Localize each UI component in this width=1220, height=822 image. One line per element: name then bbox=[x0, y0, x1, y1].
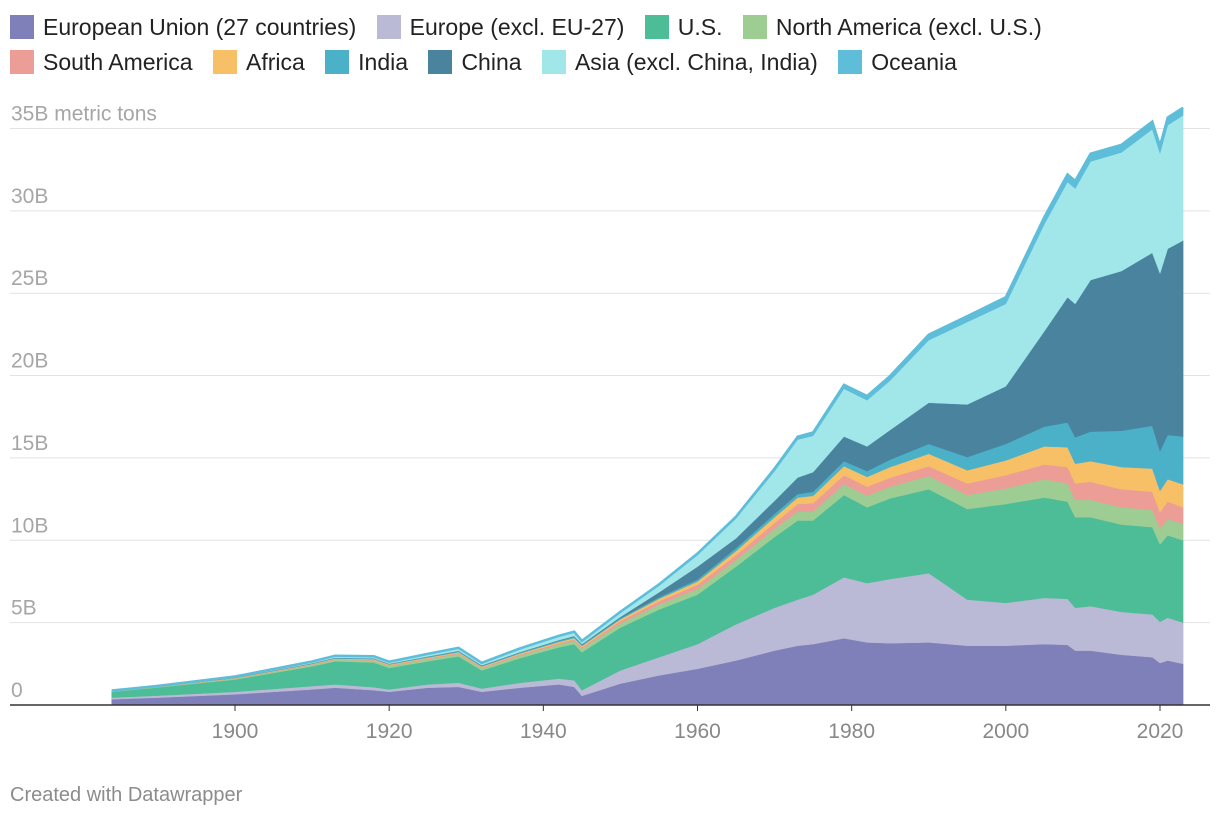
legend-label: Asia (excl. China, India) bbox=[574, 49, 818, 75]
legend-item-asia-other: Asia (excl. China, India) bbox=[541, 45, 818, 80]
legend-swatch bbox=[10, 50, 34, 74]
legend-swatch bbox=[742, 15, 767, 39]
legend-label: Africa bbox=[245, 49, 305, 75]
legend-item-oceania: Oceania bbox=[838, 45, 957, 80]
legend-swatch bbox=[838, 50, 863, 74]
legend-item-europe-excl-eu: Europe (excl. EU-27) bbox=[376, 10, 625, 45]
legend-item-eu27: European Union (27 countries) bbox=[10, 10, 356, 45]
x-axis: 1900 1920 1940 1960 1980 2000 2020 bbox=[10, 704, 1210, 743]
legend-item-north-america: North America (excl. U.S.) bbox=[742, 10, 1042, 45]
x-tick-label: 2000 bbox=[982, 720, 1029, 743]
legend-label: Oceania bbox=[871, 49, 957, 75]
legend-label: European Union (27 countries) bbox=[43, 14, 357, 40]
legend-item-africa: Africa bbox=[212, 45, 305, 80]
y-tick-label: 25B bbox=[11, 267, 48, 290]
legend-swatch bbox=[428, 50, 453, 74]
legend-item-india: India bbox=[325, 45, 408, 80]
legend-swatch bbox=[10, 15, 34, 39]
legend-label: U.S. bbox=[677, 14, 723, 40]
legend-swatch bbox=[376, 15, 401, 39]
legend-label: Europe (excl. EU-27) bbox=[409, 14, 625, 40]
y-tick-label: 5B bbox=[11, 597, 37, 620]
stack-top-line bbox=[111, 106, 1184, 692]
x-tick-label: 1940 bbox=[520, 720, 567, 743]
legend-label: China bbox=[461, 49, 522, 75]
footer-credit: Created with Datawrapper bbox=[10, 784, 243, 806]
legend-item-china: China bbox=[428, 45, 522, 80]
y-tick-label: 35B metric tons bbox=[11, 102, 157, 125]
legend-label: India bbox=[358, 49, 409, 75]
legend-item-us: U.S. bbox=[644, 10, 723, 45]
y-tick-label: 30B bbox=[11, 185, 48, 208]
y-tick-label: 0 bbox=[11, 679, 23, 702]
x-tick-label: 2020 bbox=[1137, 720, 1184, 743]
x-tick-label: 1900 bbox=[212, 720, 259, 743]
chart-legend: European Union (27 countries) Europe (ex… bbox=[10, 10, 1210, 80]
area-series-group bbox=[111, 106, 1184, 706]
legend-swatch bbox=[325, 50, 350, 74]
y-tick-label: 10B bbox=[11, 514, 48, 537]
legend-swatch bbox=[644, 15, 669, 39]
legend-swatch bbox=[541, 50, 566, 74]
legend-item-south-america: South America bbox=[10, 45, 193, 80]
x-tick-label: 1960 bbox=[674, 720, 721, 743]
legend-label: North America (excl. U.S.) bbox=[775, 14, 1042, 40]
x-tick-label: 1980 bbox=[828, 720, 875, 743]
x-tick-label: 1920 bbox=[366, 720, 413, 743]
y-tick-label: 15B bbox=[11, 432, 48, 455]
legend-swatch bbox=[212, 50, 237, 74]
y-axis: 0 5B 10B 15B 20B 25B 30B 35B metric tons bbox=[11, 102, 157, 702]
legend-label: South America bbox=[43, 49, 193, 75]
y-tick-label: 20B bbox=[11, 350, 48, 373]
